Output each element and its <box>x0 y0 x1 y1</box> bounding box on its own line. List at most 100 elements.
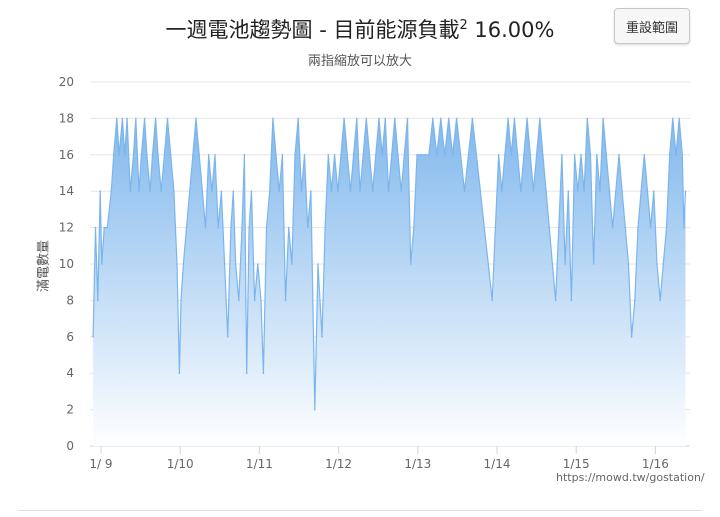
data-point <box>253 299 256 302</box>
data-point <box>471 117 474 120</box>
data-point <box>507 117 509 120</box>
data-point <box>321 336 323 338</box>
data-point <box>192 154 194 156</box>
data-point <box>573 154 576 156</box>
data-point <box>112 154 115 156</box>
data-point <box>394 117 396 120</box>
data-point <box>586 117 589 120</box>
data-point <box>151 154 154 156</box>
data-point <box>343 117 345 120</box>
data-point <box>683 226 685 229</box>
y-tick-label: 16 <box>59 148 74 162</box>
data-point <box>491 299 494 302</box>
data-point <box>211 190 213 192</box>
data-point <box>287 226 290 229</box>
data-point <box>545 190 547 192</box>
data-point <box>178 372 181 375</box>
data-point <box>180 299 182 302</box>
data-point <box>340 154 342 156</box>
data-point <box>681 154 684 156</box>
data-point <box>300 190 303 192</box>
chart-title-main: 一週電池趨勢圖 - 目前能源負載 <box>165 18 460 42</box>
data-point <box>250 190 253 192</box>
data-point <box>359 190 361 192</box>
data-point <box>583 190 585 192</box>
data-point <box>297 117 300 120</box>
data-point <box>656 263 658 265</box>
data-point <box>378 117 380 120</box>
data-point <box>447 117 450 120</box>
data-point <box>154 117 157 120</box>
data-point <box>278 190 281 192</box>
reset-zoom-button[interactable]: 重設範圍 <box>614 8 690 44</box>
data-point <box>110 190 113 192</box>
source-credit[interactable]: https://mowd.tw/gostation/ <box>556 471 705 484</box>
data-point <box>230 226 232 229</box>
data-point <box>118 154 120 156</box>
data-point <box>390 154 393 156</box>
data-point <box>337 190 339 192</box>
data-point <box>487 263 490 265</box>
data-point <box>103 226 105 229</box>
data-point <box>97 299 99 302</box>
data-point <box>182 263 185 265</box>
series-area-fill <box>93 118 686 447</box>
data-point <box>416 154 418 156</box>
data-point <box>665 226 668 229</box>
data-point <box>101 263 103 265</box>
data-point <box>157 154 159 156</box>
data-point <box>589 154 592 156</box>
x-tick-label: 1/12 <box>325 457 352 471</box>
data-point <box>129 190 132 192</box>
data-point <box>529 154 532 156</box>
data-point <box>400 190 403 192</box>
data-point <box>532 190 535 192</box>
data-point <box>260 299 262 302</box>
x-tick-label: 1/14 <box>484 457 511 471</box>
series-points <box>92 117 687 411</box>
data-point <box>520 190 522 192</box>
data-point <box>262 372 265 375</box>
data-point <box>143 117 146 120</box>
y-tick-label: 20 <box>59 75 74 89</box>
data-point <box>281 154 284 156</box>
data-point <box>346 154 349 156</box>
chart-title-value: 16.00% <box>467 18 555 42</box>
data-point <box>510 154 513 156</box>
data-point <box>659 299 661 302</box>
data-point <box>272 117 274 120</box>
data-point <box>440 117 442 120</box>
x-axis-ticks: 1/ 9 1/10 1/11 1/12 1/13 1/14 1/15 1/16 <box>89 446 669 471</box>
data-point <box>195 117 197 120</box>
data-point <box>185 226 188 229</box>
data-point <box>217 226 219 229</box>
y-tick-label: 12 <box>59 221 74 235</box>
x-tick-label: 1/15 <box>563 457 590 471</box>
data-point <box>409 263 412 265</box>
data-point <box>387 190 390 192</box>
data-point <box>99 190 101 192</box>
series-line[interactable] <box>92 118 687 410</box>
data-point <box>643 154 646 156</box>
data-point <box>428 154 430 156</box>
data-point <box>214 154 216 156</box>
data-point <box>564 263 566 265</box>
data-point <box>678 117 680 120</box>
data-point <box>662 263 665 265</box>
data-point <box>475 154 478 156</box>
data-point <box>333 154 336 156</box>
data-point <box>176 263 178 265</box>
x-tick-label: 1/ 9 <box>89 457 112 471</box>
data-point <box>294 154 296 156</box>
data-point <box>138 190 140 192</box>
data-point <box>501 190 503 192</box>
data-point <box>362 154 365 156</box>
data-point <box>94 226 97 229</box>
data-point <box>504 154 506 156</box>
data-point <box>248 226 250 229</box>
data-point <box>602 117 604 120</box>
data-point <box>306 226 309 229</box>
data-point <box>630 336 633 338</box>
data-point <box>577 190 579 192</box>
